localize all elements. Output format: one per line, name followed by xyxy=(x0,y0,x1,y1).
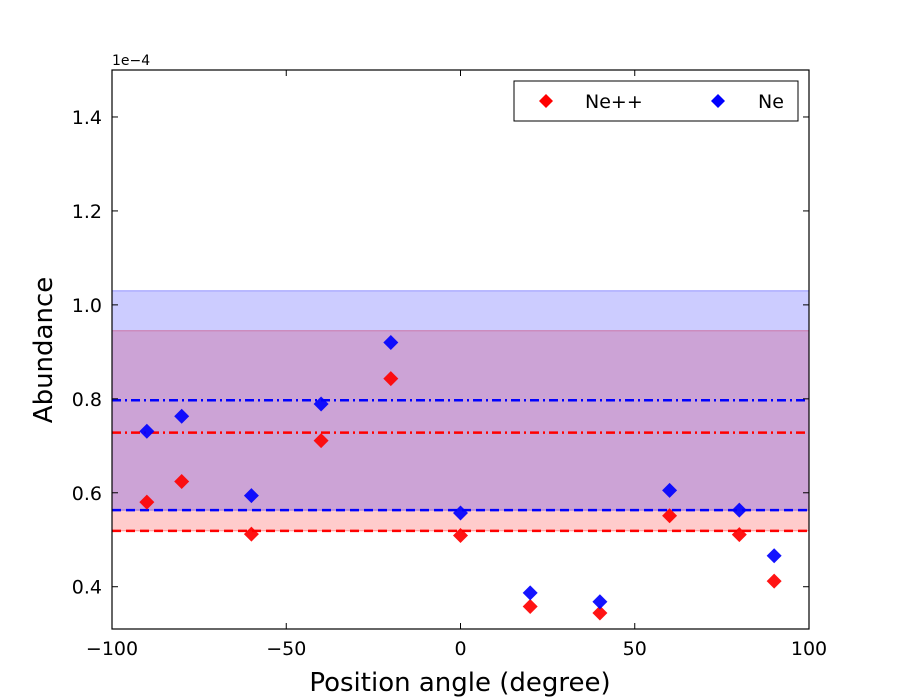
data-points xyxy=(139,334,782,621)
point-ne xyxy=(174,408,190,424)
x-tick-label: −50 xyxy=(266,638,306,660)
y-tick-label: 0.8 xyxy=(72,389,102,411)
legend-box xyxy=(513,80,799,122)
point-ne xyxy=(453,505,468,521)
y-tick-label: 0.4 xyxy=(72,577,102,599)
y-axis-ticks: 0.4 0.6 0.8 1.0 1.2 1.4 xyxy=(72,107,809,599)
x-tick-label: 50 xyxy=(623,638,647,660)
legend-marker-ne xyxy=(711,94,725,108)
x-tick-label: 0 xyxy=(454,638,466,660)
x-axis-label: Position angle (degree) xyxy=(309,668,610,698)
y-axis-label: Abundance xyxy=(29,277,59,423)
legend-marker-ne-plus-plus xyxy=(539,94,553,108)
point-nepp xyxy=(766,573,782,589)
point-ne xyxy=(383,334,399,350)
point-nepp xyxy=(313,433,329,449)
point-nepp xyxy=(662,508,678,524)
y-tick-label: 1.0 xyxy=(72,295,102,317)
legend: Ne++ Ne xyxy=(513,80,799,122)
reference-lines xyxy=(112,398,809,533)
y-tick-label: 0.6 xyxy=(72,483,102,505)
point-nepp xyxy=(139,494,155,510)
point-ne xyxy=(731,502,747,518)
point-nepp xyxy=(453,528,468,544)
point-ne xyxy=(592,594,608,610)
x-tick-label: −100 xyxy=(86,638,138,660)
point-nepp xyxy=(522,598,538,614)
x-tick-label: 100 xyxy=(791,638,827,660)
legend-label-ne-plus-plus: Ne++ xyxy=(585,91,643,113)
legend-label-ne: Ne xyxy=(758,91,784,113)
point-nepp xyxy=(731,527,747,543)
shaded-bands xyxy=(112,290,809,532)
band-nepp xyxy=(112,330,809,532)
point-nepp xyxy=(243,526,259,542)
point-nepp xyxy=(592,605,608,621)
point-ne xyxy=(766,548,782,564)
point-ne xyxy=(313,396,329,412)
point-nepp xyxy=(383,371,399,387)
point-ne xyxy=(243,488,259,504)
x-axis-ticks: −100 −50 0 50 100 xyxy=(86,70,827,660)
point-ne xyxy=(662,482,678,498)
point-ne xyxy=(522,585,538,601)
y-offset-label: 1e−4 xyxy=(112,53,150,69)
point-nepp xyxy=(174,473,190,489)
point-ne xyxy=(139,423,155,439)
y-tick-label: 1.4 xyxy=(72,107,102,129)
y-tick-label: 1.2 xyxy=(72,201,102,223)
